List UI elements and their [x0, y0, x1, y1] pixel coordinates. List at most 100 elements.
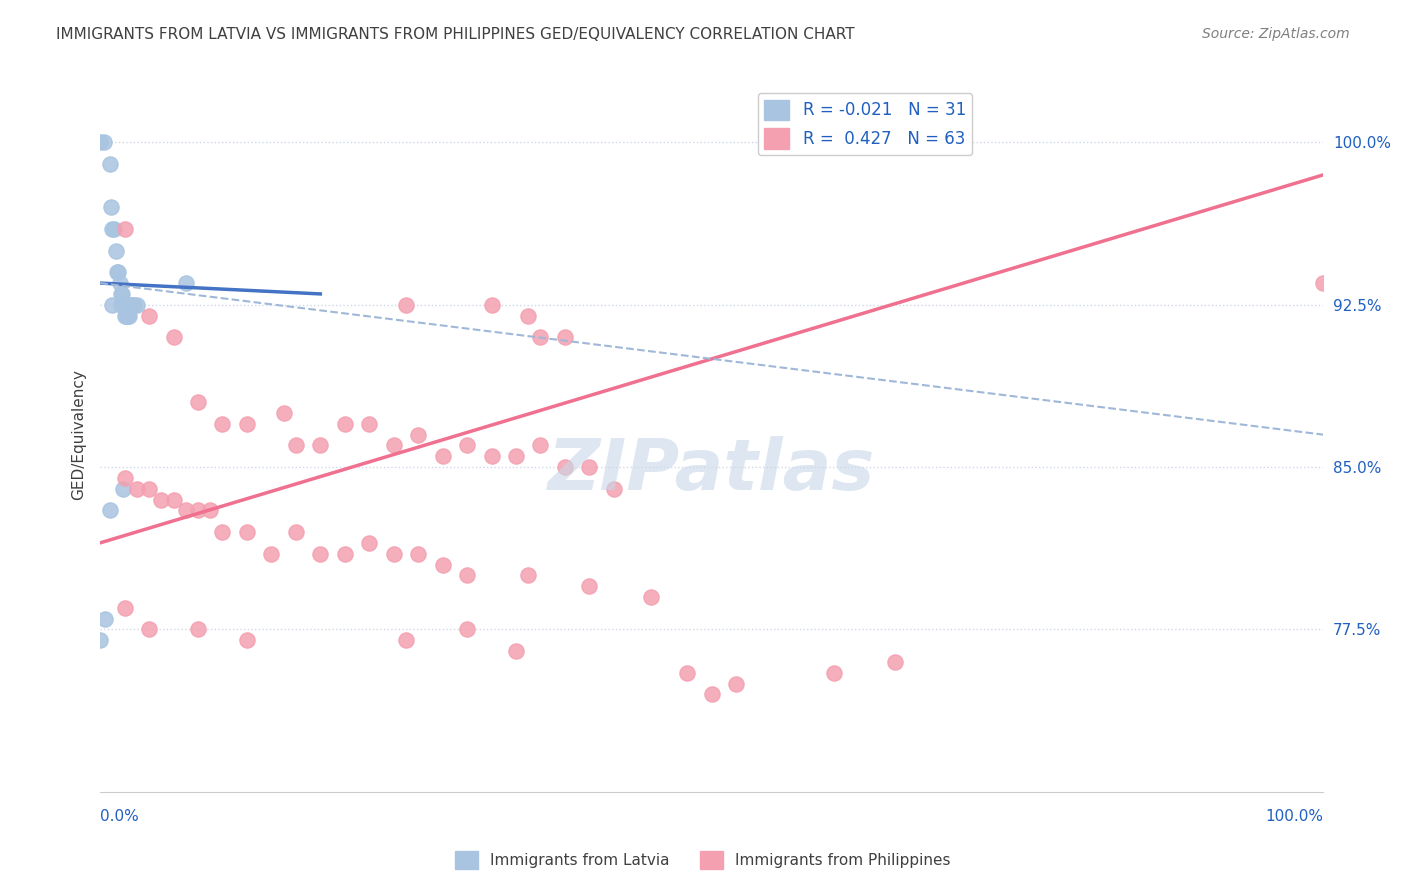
- Point: [395, 633, 418, 648]
- Point: [517, 309, 540, 323]
- Point: [108, 276, 131, 290]
- Point: [124, 298, 146, 312]
- Point: [529, 438, 551, 452]
- Point: [273, 406, 295, 420]
- Point: [260, 547, 283, 561]
- Point: [101, 222, 124, 236]
- Point: [103, 222, 125, 236]
- Point: [578, 460, 600, 475]
- Point: [284, 438, 307, 452]
- Point: [578, 579, 600, 593]
- Point: [89, 136, 111, 150]
- Point: [111, 287, 134, 301]
- Point: [309, 438, 332, 452]
- Point: [211, 524, 233, 539]
- Point: [138, 309, 160, 323]
- Point: [93, 136, 115, 150]
- Point: [236, 633, 259, 648]
- Point: [799, 136, 821, 150]
- Point: [98, 157, 121, 171]
- Point: [114, 600, 136, 615]
- Point: [138, 623, 160, 637]
- Point: [114, 309, 136, 323]
- Point: [114, 222, 136, 236]
- Point: [382, 438, 405, 452]
- Point: [105, 265, 128, 279]
- Point: [481, 450, 503, 464]
- Point: [676, 665, 699, 680]
- Point: [284, 524, 307, 539]
- Point: [100, 200, 122, 214]
- Point: [114, 298, 136, 312]
- Text: IMMIGRANTS FROM LATVIA VS IMMIGRANTS FROM PHILIPPINES GED/EQUIVALENCY CORRELATIO: IMMIGRANTS FROM LATVIA VS IMMIGRANTS FRO…: [56, 27, 855, 42]
- Point: [823, 665, 845, 680]
- Point: [505, 450, 527, 464]
- Point: [359, 417, 381, 431]
- Point: [121, 298, 143, 312]
- Point: [640, 590, 662, 604]
- Point: [114, 309, 136, 323]
- Point: [200, 503, 222, 517]
- Point: [1312, 276, 1334, 290]
- Legend: Immigrants from Latvia, Immigrants from Philippines: Immigrants from Latvia, Immigrants from …: [449, 845, 957, 875]
- Point: [118, 309, 141, 323]
- Point: [406, 427, 429, 442]
- Point: [236, 417, 259, 431]
- Point: [98, 503, 121, 517]
- Point: [309, 547, 332, 561]
- Point: [162, 330, 184, 344]
- Point: [138, 482, 160, 496]
- Point: [110, 287, 132, 301]
- Point: [174, 276, 197, 290]
- Point: [700, 687, 723, 701]
- Point: [107, 265, 129, 279]
- Point: [114, 471, 136, 485]
- Legend: R = -0.021   N = 31, R =  0.427   N = 63: R = -0.021 N = 31, R = 0.427 N = 63: [758, 93, 973, 155]
- Y-axis label: GED/Equivalency: GED/Equivalency: [72, 369, 86, 500]
- Point: [187, 395, 209, 409]
- Point: [174, 503, 197, 517]
- Point: [120, 298, 142, 312]
- Text: 0.0%: 0.0%: [100, 809, 139, 824]
- Point: [884, 136, 907, 150]
- Point: [110, 298, 132, 312]
- Point: [111, 298, 134, 312]
- Point: [105, 244, 128, 258]
- Point: [554, 330, 576, 344]
- Point: [125, 298, 148, 312]
- Point: [554, 460, 576, 475]
- Point: [112, 482, 135, 496]
- Point: [112, 298, 135, 312]
- Text: ZIPatlas: ZIPatlas: [548, 436, 876, 505]
- Point: [125, 482, 148, 496]
- Point: [395, 298, 418, 312]
- Point: [456, 438, 478, 452]
- Point: [187, 503, 209, 517]
- Point: [432, 558, 454, 572]
- Point: [359, 536, 381, 550]
- Text: Source: ZipAtlas.com: Source: ZipAtlas.com: [1202, 27, 1350, 41]
- Point: [382, 547, 405, 561]
- Point: [211, 417, 233, 431]
- Point: [117, 309, 139, 323]
- Point: [150, 492, 173, 507]
- Point: [333, 417, 356, 431]
- Point: [456, 568, 478, 582]
- Point: [529, 330, 551, 344]
- Point: [89, 633, 111, 648]
- Point: [187, 623, 209, 637]
- Point: [333, 547, 356, 561]
- Point: [236, 524, 259, 539]
- Point: [94, 612, 117, 626]
- Point: [884, 655, 907, 669]
- Point: [456, 623, 478, 637]
- Point: [517, 568, 540, 582]
- Point: [603, 482, 626, 496]
- Point: [481, 298, 503, 312]
- Point: [101, 298, 124, 312]
- Point: [505, 644, 527, 658]
- Point: [115, 309, 138, 323]
- Point: [432, 450, 454, 464]
- Text: 100.0%: 100.0%: [1265, 809, 1323, 824]
- Point: [406, 547, 429, 561]
